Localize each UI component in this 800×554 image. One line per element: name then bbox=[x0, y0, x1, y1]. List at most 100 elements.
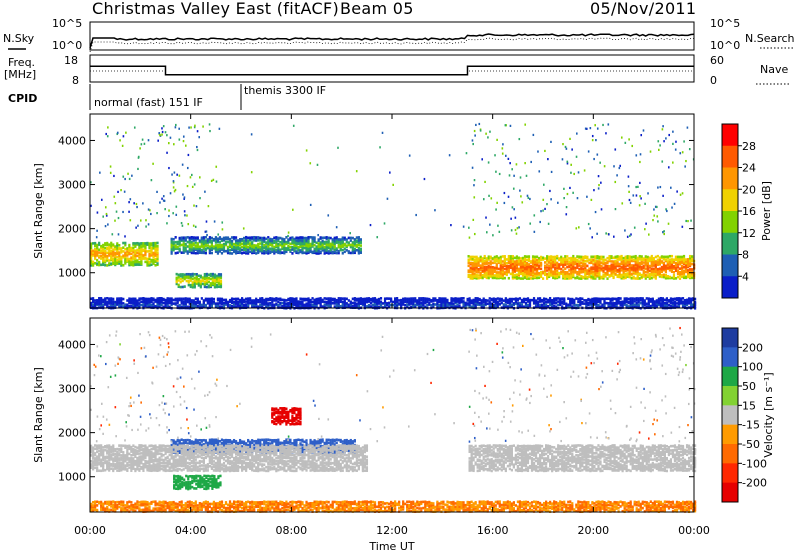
power-cell bbox=[147, 208, 150, 211]
power-cell bbox=[133, 126, 136, 129]
power-cell bbox=[238, 302, 242, 305]
power-cell bbox=[247, 252, 250, 255]
velocity-cell bbox=[271, 441, 274, 445]
power-cell bbox=[363, 300, 367, 304]
power-cell bbox=[528, 300, 532, 304]
power-cell bbox=[618, 269, 621, 272]
power-cell bbox=[242, 227, 245, 230]
power-cell bbox=[265, 249, 268, 253]
power-cell bbox=[561, 297, 564, 300]
power-cell bbox=[243, 298, 246, 302]
power-cell bbox=[351, 236, 354, 240]
power-cell bbox=[471, 272, 474, 276]
power-cell bbox=[678, 260, 682, 263]
power-cell bbox=[116, 249, 119, 253]
power-cell bbox=[624, 269, 627, 273]
power-cell bbox=[650, 254, 653, 258]
power-cell bbox=[321, 300, 324, 303]
power-cell bbox=[602, 273, 605, 277]
power-cell bbox=[263, 300, 266, 304]
power-cell bbox=[339, 248, 342, 252]
power-cell bbox=[456, 303, 459, 306]
power-cell bbox=[634, 258, 637, 261]
velocity-cell bbox=[222, 443, 226, 447]
power-cell bbox=[606, 270, 609, 274]
power-cell bbox=[681, 303, 685, 307]
power-cell bbox=[475, 277, 478, 280]
power-cell bbox=[526, 194, 529, 197]
power-cell bbox=[149, 209, 151, 212]
power-cell bbox=[546, 266, 549, 269]
power-cell bbox=[562, 260, 565, 263]
power-cell bbox=[373, 297, 377, 300]
power-cell bbox=[375, 305, 379, 308]
power-cell bbox=[632, 276, 635, 280]
power-cell bbox=[333, 297, 336, 301]
power-cell bbox=[200, 297, 203, 300]
power-cell bbox=[140, 256, 143, 259]
power-cell bbox=[190, 237, 193, 241]
power-cell bbox=[214, 250, 218, 253]
power-cell bbox=[628, 198, 631, 202]
power-cell bbox=[122, 297, 125, 301]
power-cell bbox=[181, 276, 184, 280]
power-cell bbox=[104, 298, 107, 302]
power-cell bbox=[315, 303, 318, 307]
power-cell bbox=[667, 222, 670, 225]
power-cell bbox=[301, 248, 304, 252]
power-cell bbox=[341, 302, 344, 305]
power-cell bbox=[656, 272, 659, 276]
power-cell bbox=[158, 132, 161, 135]
power-cell bbox=[273, 303, 276, 307]
power-cell bbox=[126, 259, 129, 262]
velocity-cell bbox=[212, 443, 216, 446]
power-cell bbox=[680, 261, 684, 264]
power-cell bbox=[677, 297, 681, 300]
power-cell bbox=[351, 241, 354, 244]
power-cell bbox=[440, 300, 443, 304]
power-cell bbox=[511, 256, 514, 260]
power-cell bbox=[373, 305, 377, 308]
power-cell bbox=[285, 242, 288, 246]
power-cell bbox=[238, 251, 242, 255]
power-cell bbox=[138, 297, 141, 301]
power-cell bbox=[267, 242, 270, 246]
power-cell bbox=[475, 273, 478, 277]
power-cell bbox=[664, 268, 668, 272]
power-cell bbox=[473, 264, 476, 268]
power-cell bbox=[538, 298, 542, 302]
power-cell bbox=[592, 255, 595, 259]
power-cell bbox=[210, 179, 213, 182]
power-cell bbox=[218, 127, 221, 130]
power-cell bbox=[189, 176, 192, 179]
power-cell bbox=[130, 297, 133, 301]
power-cell bbox=[595, 298, 598, 302]
colorbar-tick-label: 8 bbox=[742, 249, 749, 262]
power-cell bbox=[606, 267, 609, 271]
power-cell bbox=[210, 244, 213, 248]
power-cell bbox=[584, 272, 587, 276]
power-cell bbox=[598, 255, 601, 259]
power-cell bbox=[584, 262, 587, 266]
power-cell bbox=[519, 272, 523, 276]
power-cell bbox=[351, 251, 354, 255]
power-cell bbox=[174, 297, 177, 301]
power-cell bbox=[640, 255, 643, 258]
power-cell bbox=[331, 242, 334, 246]
power-cell bbox=[682, 261, 686, 265]
power-cell bbox=[501, 275, 504, 278]
power-cell bbox=[495, 264, 498, 268]
power-cell bbox=[359, 239, 362, 243]
power-cell bbox=[147, 223, 150, 226]
power-cell bbox=[686, 273, 690, 277]
power-cell bbox=[491, 270, 494, 274]
power-cell bbox=[609, 305, 612, 309]
power-cell bbox=[301, 305, 304, 308]
power-cell bbox=[529, 197, 531, 201]
noise-left-label: N.Sky bbox=[3, 32, 35, 45]
power-cell bbox=[518, 137, 521, 141]
power-cell bbox=[629, 201, 632, 204]
velocity-cell bbox=[192, 440, 195, 444]
power-cell bbox=[159, 133, 161, 137]
power-cell bbox=[657, 297, 660, 301]
